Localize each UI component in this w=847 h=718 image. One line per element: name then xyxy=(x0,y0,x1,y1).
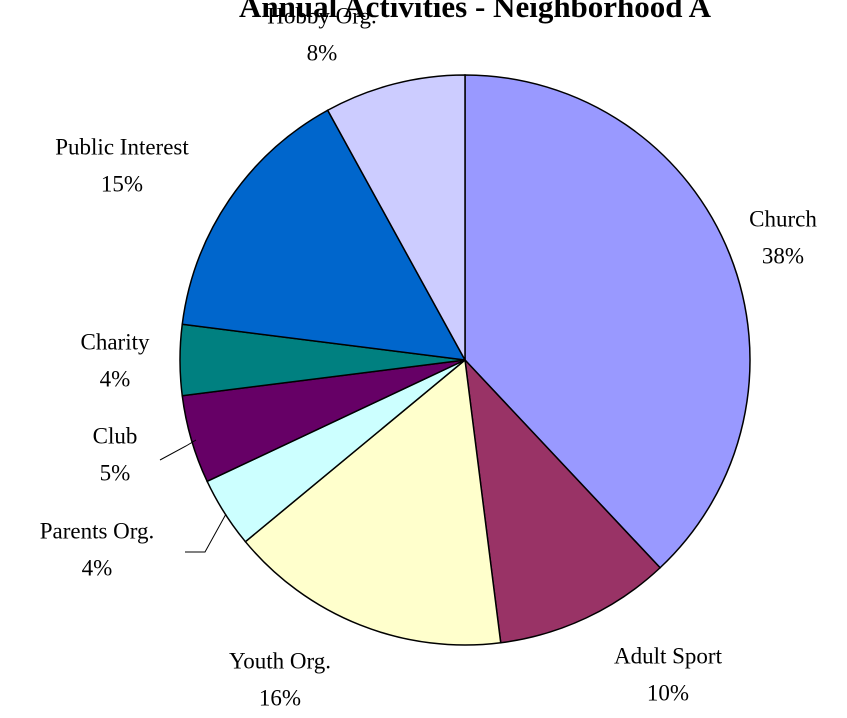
slice-label: Youth Org. xyxy=(229,648,331,673)
slice-label: Hobby Org. xyxy=(267,3,376,28)
pie-slice xyxy=(463,357,662,644)
pie xyxy=(179,74,751,646)
pie-slice xyxy=(244,358,502,646)
leader-line xyxy=(185,513,227,553)
slice-value-label: 38% xyxy=(762,243,804,268)
leader-line xyxy=(159,439,197,461)
slice-value-label: 4% xyxy=(82,555,113,580)
chart-title: Annual Activities - Neighborhood A xyxy=(239,0,712,24)
slice-value-label: 4% xyxy=(100,366,131,391)
slice-value-label: 16% xyxy=(259,685,301,710)
labels: Church 38% Adult Sport 10% Youth Org. 16% Pare… xyxy=(40,3,818,710)
slice-value-label: 10% xyxy=(647,680,689,705)
slice-label: Charity xyxy=(81,329,150,354)
pie-slice xyxy=(464,74,751,569)
slice-value-label: 8% xyxy=(307,40,338,65)
slice-value-label: 5% xyxy=(100,460,131,485)
slice-label: Parents Org. xyxy=(40,518,155,543)
pie-slice xyxy=(326,74,466,361)
slice-label: Public Interest xyxy=(55,134,189,159)
pie-slice xyxy=(181,109,467,361)
slice-label: Club xyxy=(93,423,138,448)
slice-label: Church xyxy=(749,206,817,231)
slice-label: Adult Sport xyxy=(614,643,723,668)
slice-value-label: 15% xyxy=(101,171,143,196)
